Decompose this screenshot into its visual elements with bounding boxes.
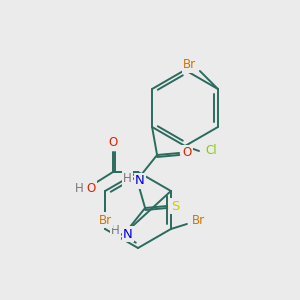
Text: H: H <box>123 172 131 185</box>
Text: O: O <box>86 182 96 194</box>
Text: Cl: Cl <box>205 145 217 158</box>
Text: Br: Br <box>183 58 196 71</box>
Text: H: H <box>111 224 119 238</box>
Text: S: S <box>171 200 179 212</box>
Text: O: O <box>108 136 118 149</box>
Text: N: N <box>135 175 145 188</box>
Text: Br: Br <box>98 214 112 226</box>
Text: O: O <box>182 146 192 160</box>
Text: Br: Br <box>192 214 206 227</box>
Text: H: H <box>75 182 83 194</box>
Text: N: N <box>123 227 133 241</box>
